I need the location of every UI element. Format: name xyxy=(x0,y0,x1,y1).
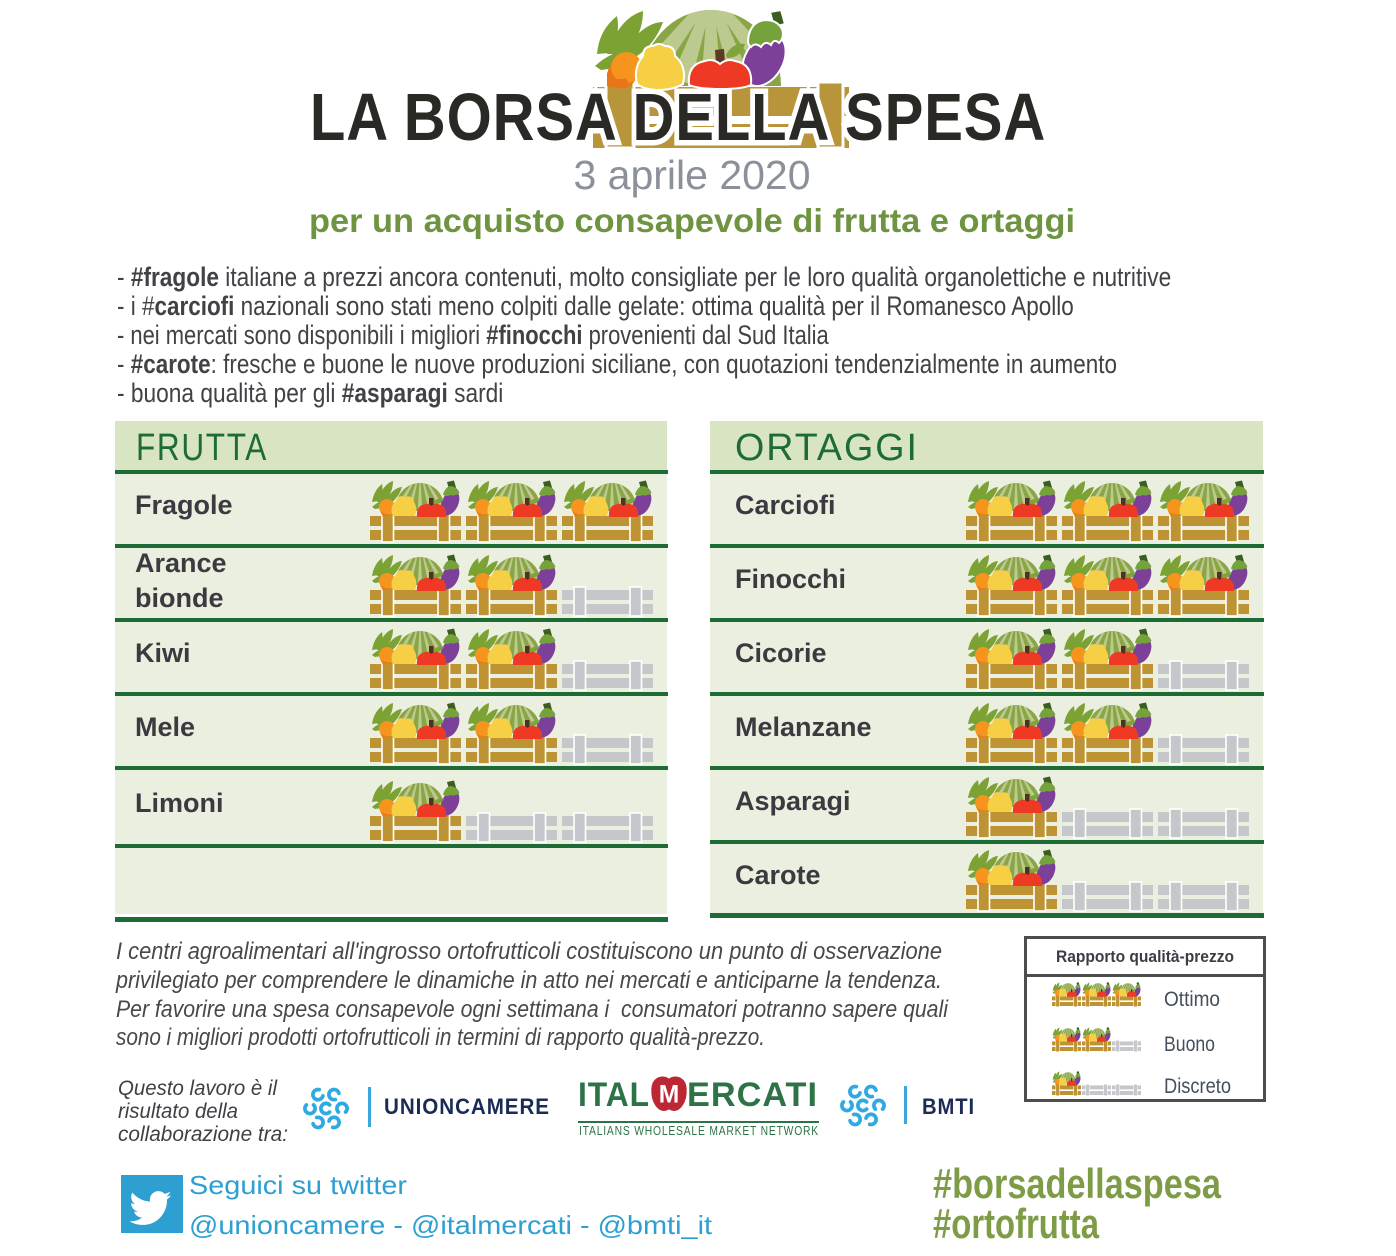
svg-text:M: M xyxy=(659,1082,680,1109)
